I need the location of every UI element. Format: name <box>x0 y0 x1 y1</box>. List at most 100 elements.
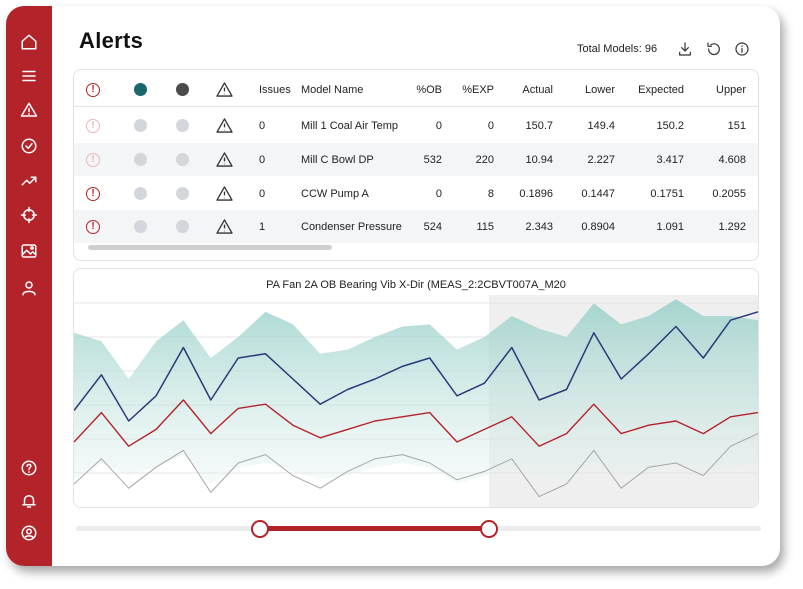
table-row[interactable]: ! 0 CCW Pump A 0 8 0.1896 0.1447 0.1751 … <box>74 177 758 210</box>
actual-cell: 150.7 <box>525 119 553 132</box>
lower-cell: 0.8904 <box>581 220 615 233</box>
actual-cell: 10.94 <box>525 153 553 166</box>
lower-cell: 0.1447 <box>581 187 615 200</box>
bell-icon[interactable] <box>17 489 41 513</box>
model-name-column-header[interactable]: Model Name <box>301 83 364 96</box>
table-horizontal-scrollbar[interactable] <box>88 245 332 250</box>
alert-circle-icon: ! <box>86 82 100 97</box>
trend-chart-panel: PA Fan 2A OB Bearing Vib X-Dir (MEAS_2:2… <box>73 268 759 508</box>
warning-triangle-icon[interactable] <box>215 152 233 167</box>
warning-icon[interactable] <box>17 98 41 122</box>
page-title: Alerts <box>79 28 144 53</box>
range-slider-start-handle[interactable] <box>251 520 269 538</box>
teal-dot-header[interactable] <box>129 73 151 106</box>
alert-circle-icon[interactable]: ! <box>86 219 100 234</box>
trend-icon[interactable] <box>17 169 41 193</box>
pct-ob-cell: 0 <box>435 119 442 132</box>
issues-cell: 0 <box>259 119 266 132</box>
teal-dot-icon <box>133 83 147 96</box>
expected-cell: 3.417 <box>656 153 684 166</box>
lower-column-header[interactable]: Lower <box>585 83 615 96</box>
upper-cell: 1.292 <box>718 220 746 233</box>
warning-triangle-icon[interactable] <box>215 118 233 133</box>
alert-circle-icon[interactable]: ! <box>86 118 100 133</box>
user-icon[interactable] <box>17 276 41 300</box>
range-slider-end-handle[interactable] <box>480 520 498 538</box>
status-dot-icon[interactable] <box>175 153 189 166</box>
refresh-icon[interactable] <box>704 39 724 59</box>
pct-exp-cell: 115 <box>476 220 494 233</box>
table-row[interactable]: ! 0 Mill C Bowl DP 532 220 10.94 2.227 3… <box>74 143 758 176</box>
expected-cell: 0.1751 <box>650 187 684 200</box>
model-name-cell[interactable]: Condenser Pressure <box>301 220 402 233</box>
pct-exp-cell: 8 <box>487 187 494 200</box>
dark-dot-icon <box>175 83 189 96</box>
expected-cell: 150.2 <box>656 119 684 132</box>
status-dot-icon[interactable] <box>133 119 147 132</box>
image-icon[interactable] <box>17 239 41 263</box>
pct-exp-cell: 0 <box>487 119 494 132</box>
model-name-cell[interactable]: CCW Pump A <box>301 187 369 200</box>
actual-column-header[interactable]: Actual <box>522 83 553 96</box>
pct-ob-cell: 0 <box>435 187 442 200</box>
chart-marks <box>74 299 758 498</box>
pct-exp-column-header[interactable]: %EXP <box>462 83 494 96</box>
trend-chart[interactable] <box>74 269 758 507</box>
table-header-row: ! Issues Model Name %OB %EXP Actual Lowe… <box>74 73 758 107</box>
check-circle-icon[interactable] <box>17 134 41 158</box>
sidebar <box>6 6 52 566</box>
alert-circle-icon[interactable]: ! <box>86 152 100 167</box>
pct-exp-cell: 220 <box>475 153 494 166</box>
expected-cell: 1.091 <box>656 220 684 233</box>
model-name-cell[interactable]: Mill 1 Coal Air Temp <box>301 119 398 132</box>
status-dot-icon[interactable] <box>133 153 147 166</box>
account-icon[interactable] <box>17 521 41 545</box>
download-icon[interactable] <box>675 39 695 59</box>
table-row[interactable]: ! 1 Condenser Pressure 524 115 2.343 0.8… <box>74 210 758 243</box>
menu-icon[interactable] <box>17 64 41 88</box>
warning-triangle-icon <box>215 82 233 97</box>
actual-cell: 2.343 <box>525 220 553 233</box>
pct-ob-cell: 524 <box>423 220 442 233</box>
upper-cell: 0.2055 <box>712 187 746 200</box>
model-name-cell[interactable]: Mill C Bowl DP <box>301 153 374 166</box>
app-window: Alerts Total Models: 96 ! Issues Model N… <box>6 6 780 566</box>
alert-column-header[interactable]: ! <box>82 73 104 106</box>
actual-cell: 0.1896 <box>519 187 553 200</box>
expected-line <box>74 399 758 447</box>
alerts-table: ! Issues Model Name %OB %EXP Actual Lowe… <box>73 69 759 261</box>
upper-column-header[interactable]: Upper <box>716 83 746 96</box>
total-models-label: Total Models: 96 <box>577 43 658 55</box>
info-icon[interactable] <box>732 39 752 59</box>
crosshair-icon[interactable] <box>17 203 41 227</box>
range-slider-selection[interactable] <box>260 526 489 531</box>
pct-ob-cell: 532 <box>423 153 442 166</box>
warning-triangle-icon[interactable] <box>215 186 233 201</box>
expected-column-header[interactable]: Expected <box>638 83 684 96</box>
chart-title: PA Fan 2A OB Bearing Vib X-Dir (MEAS_2:2… <box>266 279 566 291</box>
warning-column-header[interactable] <box>213 73 235 106</box>
issues-column-header[interactable]: Issues <box>259 83 291 96</box>
lower-cell: 149.4 <box>587 119 615 132</box>
status-dot-icon[interactable] <box>175 187 189 200</box>
alert-circle-icon[interactable]: ! <box>86 186 100 201</box>
lower-cell: 2.227 <box>587 153 615 166</box>
table-row[interactable]: ! 0 Mill 1 Coal Air Temp 0 0 150.7 149.4… <box>74 109 758 142</box>
status-dot-icon[interactable] <box>133 220 147 233</box>
issues-cell: 0 <box>259 187 266 200</box>
warning-triangle-icon[interactable] <box>215 219 233 234</box>
issues-cell: 1 <box>259 220 266 233</box>
upper-cell: 151 <box>727 119 746 132</box>
home-icon[interactable] <box>17 30 41 54</box>
upper-cell: 4.608 <box>718 153 746 166</box>
dark-dot-header[interactable] <box>171 73 193 106</box>
help-icon[interactable] <box>17 456 41 480</box>
status-dot-icon[interactable] <box>175 220 189 233</box>
status-dot-icon[interactable] <box>133 187 147 200</box>
pct-ob-column-header[interactable]: %OB <box>416 83 442 96</box>
actual-line <box>74 311 758 422</box>
expected-range-band <box>74 299 758 484</box>
issues-cell: 0 <box>259 153 266 166</box>
lower-line <box>74 433 758 498</box>
status-dot-icon[interactable] <box>175 119 189 132</box>
